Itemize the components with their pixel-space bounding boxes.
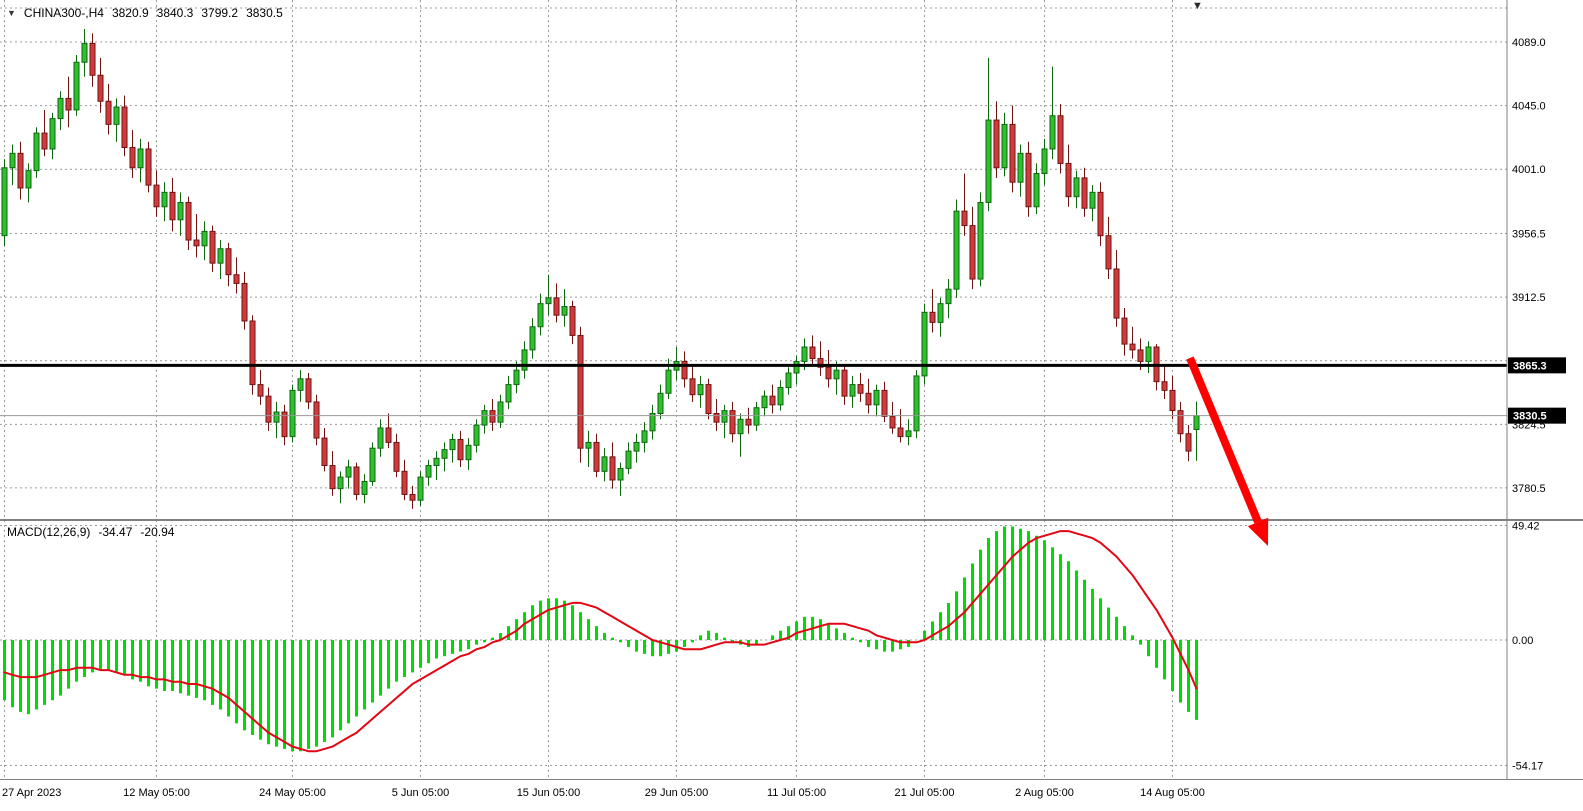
symbol-period-label: CHINA300-,H4 — [23, 6, 104, 20]
svg-text:21 Jul 05:00: 21 Jul 05:00 — [895, 787, 955, 799]
svg-text:3865.3: 3865.3 — [1513, 360, 1547, 372]
svg-text:-54.17: -54.17 — [1512, 761, 1543, 773]
line-objects — [0, 363, 1507, 417]
symbol-collapse-icon[interactable]: ▼ — [7, 7, 16, 18]
trend-arrow-annotation[interactable] — [1186, 356, 1269, 546]
macd-histogram-series — [3, 526, 1198, 752]
svg-text:27 Apr 2023: 27 Apr 2023 — [2, 787, 61, 799]
hline-price-badge — [1508, 357, 1566, 374]
time-scale[interactable]: 27 Apr 2023 12 May 05:00 24 May 05:00 5 Jun… — [2, 787, 1205, 799]
grid-layer — [0, 0, 1507, 780]
bid-price-badge — [1508, 407, 1566, 424]
macd-indicator-label: MACD(12,26,9) -34.47 -20.94 — [7, 525, 174, 539]
arrow-head-icon[interactable] — [1247, 517, 1269, 546]
svg-text:3912.5: 3912.5 — [1512, 292, 1546, 304]
svg-text:14 Aug 05:00: 14 Aug 05:00 — [1140, 787, 1205, 799]
candlestick-series[interactable] — [1, 28, 1200, 509]
ohlc-close-value: 3830.5 — [246, 6, 283, 20]
svg-text:15 Jun 05:00: 15 Jun 05:00 — [517, 787, 581, 799]
svg-text:12 May 05:00: 12 May 05:00 — [123, 787, 190, 799]
svg-text:4089.0: 4089.0 — [1512, 37, 1546, 49]
svg-text:4045.0: 4045.0 — [1512, 101, 1546, 113]
arrow-shaft[interactable] — [1186, 356, 1262, 524]
svg-text:49.42: 49.42 — [1512, 520, 1540, 532]
macd-main-value: -34.47 — [98, 525, 133, 539]
svg-text:5 Jun 05:00: 5 Jun 05:00 — [392, 787, 450, 799]
svg-text:11 Jul 05:00: 11 Jul 05:00 — [767, 787, 826, 799]
svg-text:3780.5: 3780.5 — [1512, 483, 1546, 495]
svg-text:29 Jun 05:00: 29 Jun 05:00 — [645, 787, 709, 799]
svg-text:2 Aug 05:00: 2 Aug 05:00 — [1015, 787, 1074, 799]
svg-text:3830.5: 3830.5 — [1513, 411, 1547, 423]
macd-signal-value: -20.94 — [140, 525, 175, 539]
ohlc-high-value: 3840.3 — [156, 6, 194, 20]
ohlc-low-value: 3799.2 — [201, 6, 239, 20]
svg-text:3956.5: 3956.5 — [1512, 229, 1546, 241]
symbol-info-bar: ▼ CHINA300-,H4 3820.9 3840.3 3799.2 3830… — [7, 6, 283, 20]
macd-signal-line — [3, 530, 1198, 753]
macd-name-label: MACD(12,26,9) — [7, 525, 91, 539]
ohlc-open-value: 3820.9 — [111, 6, 149, 20]
price-scale[interactable]: 4089.04045.04001.03956.53912.53824.53780… — [1508, 37, 1566, 773]
svg-text:24 May 05:00: 24 May 05:00 — [259, 787, 326, 799]
frame-layer — [0, 0, 1583, 780]
svg-text:0.00: 0.00 — [1512, 635, 1533, 647]
chart-shift-icon[interactable]: ▼ — [1192, 0, 1203, 12]
svg-text:4001.0: 4001.0 — [1512, 164, 1546, 176]
